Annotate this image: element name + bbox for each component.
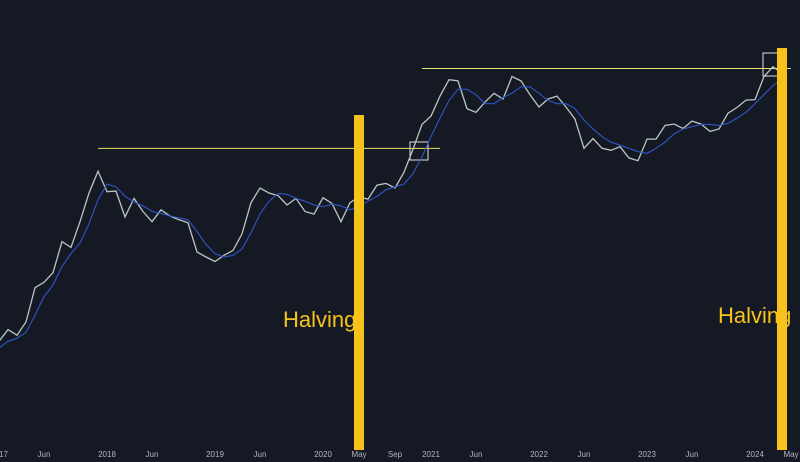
moving-average — [0, 78, 783, 349]
x-tick-label: Jun — [38, 450, 51, 459]
halving-label: Halving — [283, 307, 356, 332]
x-tick-label: May — [351, 450, 366, 459]
price-line — [0, 65, 783, 342]
x-tick-label: 2022 — [530, 450, 548, 459]
x-tick-label: Jun — [578, 450, 591, 459]
halving-bar — [777, 48, 787, 450]
x-tick-label: Jun — [686, 450, 699, 459]
halving-bar — [354, 115, 364, 450]
x-tick-label: 2019 — [206, 450, 224, 459]
x-tick-label: 2021 — [422, 450, 440, 459]
x-tick-label: Sep — [388, 450, 403, 459]
highlight-box — [409, 141, 429, 161]
x-tick-label: 2020 — [314, 450, 332, 459]
halving-label: Halving — [718, 303, 791, 328]
x-tick-label: Jun — [254, 450, 267, 459]
x-tick-label: 2023 — [638, 450, 656, 459]
x-tick-label: 2024 — [746, 450, 764, 459]
x-tick-label: 2018 — [98, 450, 116, 459]
x-tick-label: May — [783, 450, 798, 459]
x-tick-label: 2017 — [0, 450, 8, 459]
x-tick-label: Jun — [470, 450, 483, 459]
x-tick-label: Jun — [146, 450, 159, 459]
